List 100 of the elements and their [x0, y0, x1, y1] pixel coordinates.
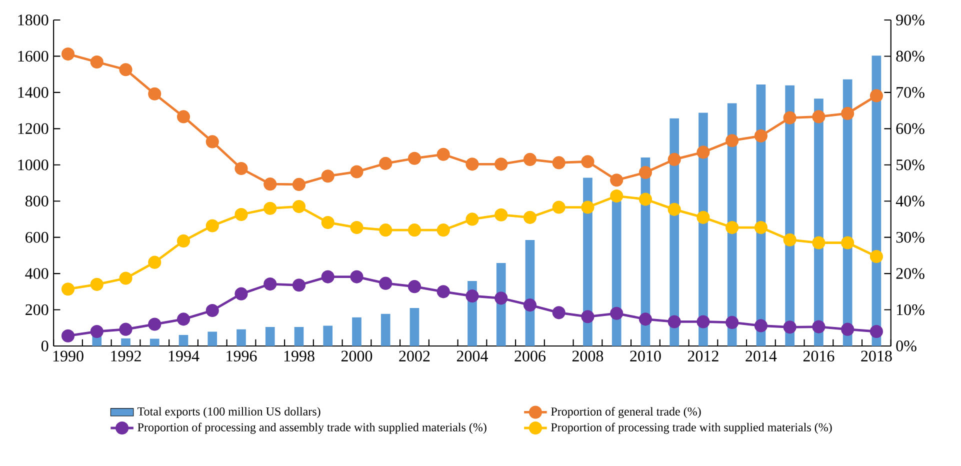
y2-tick-label: 70% [896, 87, 924, 98]
point [321, 270, 334, 284]
bar [410, 308, 420, 346]
x-tick-label: 1994 [168, 350, 200, 362]
point [696, 210, 710, 224]
point [638, 312, 652, 326]
point [264, 202, 277, 215]
point [552, 306, 566, 320]
bar [352, 317, 362, 346]
point [610, 174, 624, 187]
point [234, 208, 248, 222]
point [321, 170, 334, 183]
point [90, 278, 104, 291]
point [870, 324, 883, 338]
point [436, 224, 450, 237]
point [638, 192, 652, 206]
point [292, 200, 306, 214]
point [292, 178, 306, 191]
point [696, 146, 710, 159]
y-tick-label: 800 [25, 196, 48, 206]
point [90, 324, 104, 338]
bar [612, 201, 622, 346]
point [581, 155, 594, 168]
y-tick-label: 1800 [18, 14, 48, 26]
bar [150, 338, 160, 346]
legend-label: Proportion of general trade (%) [551, 407, 701, 418]
x-tick-label: 1992 [111, 350, 141, 362]
point [206, 304, 219, 318]
point [408, 152, 422, 165]
point [841, 106, 854, 120]
y-tick-label: 600 [26, 232, 48, 243]
point [176, 110, 190, 124]
point [726, 134, 739, 148]
point [206, 135, 219, 148]
y-tick-label: 1600 [18, 50, 48, 62]
point [668, 202, 681, 216]
point [264, 178, 277, 191]
y2-tick-label: 10% [897, 304, 924, 316]
point [870, 89, 883, 102]
point [581, 310, 594, 324]
point [61, 48, 75, 61]
point [841, 236, 854, 250]
y2-tick-label: 30% [896, 232, 924, 243]
point [783, 320, 796, 334]
point [494, 158, 508, 171]
x-tick-label: 2018 [861, 350, 892, 362]
x-tick-label: 2012 [688, 350, 718, 362]
point [870, 250, 883, 264]
point [119, 63, 132, 76]
x-tick-label: 1996 [226, 350, 257, 362]
y-tick-label: 400 [25, 268, 48, 279]
bar [236, 329, 246, 346]
point [754, 319, 768, 332]
point [812, 320, 826, 334]
bar [323, 326, 333, 346]
point [581, 200, 594, 214]
x-tick-label: 2006 [514, 350, 546, 362]
point [552, 156, 566, 170]
point [148, 318, 162, 331]
point [90, 55, 104, 69]
legend-label: Proportion of processing trade with supplied materials (%) [551, 422, 832, 434]
point [466, 289, 479, 303]
y2-tick-label: 90% [896, 14, 924, 26]
point [638, 166, 652, 180]
x-tick-label: 2000 [341, 350, 372, 362]
x-tick-label: 2014 [746, 350, 777, 362]
point [206, 219, 219, 232]
point [436, 285, 450, 298]
point [148, 87, 162, 100]
bar [265, 326, 275, 346]
point [176, 234, 190, 248]
point [494, 292, 508, 305]
y-tick-label: 1200 [18, 123, 48, 134]
point [119, 272, 132, 285]
x-tick-label: 2008 [572, 350, 604, 362]
y-tick-label: 0 [41, 340, 48, 352]
point [523, 152, 537, 166]
point [350, 221, 364, 234]
point [841, 322, 854, 336]
legend-label: Proportion of processing and assembly trade with supplied materials (%) [138, 422, 486, 434]
point [379, 276, 392, 290]
point [668, 152, 681, 166]
point [119, 322, 132, 336]
point [610, 190, 624, 203]
point [350, 165, 364, 178]
bar [121, 338, 130, 346]
point [552, 200, 566, 214]
x-tick-label: 2004 [456, 350, 488, 362]
point [264, 278, 277, 291]
point [379, 156, 392, 170]
y2-tick-label: 50% [896, 159, 924, 170]
point [148, 256, 162, 269]
y-tick-label: 1000 [18, 159, 48, 170]
x-tick-label: 2016 [803, 350, 834, 362]
bar [380, 314, 390, 346]
point [754, 129, 768, 142]
point [292, 278, 306, 292]
x-tick-label: 1998 [284, 350, 314, 362]
point [494, 208, 508, 222]
point [466, 212, 479, 226]
